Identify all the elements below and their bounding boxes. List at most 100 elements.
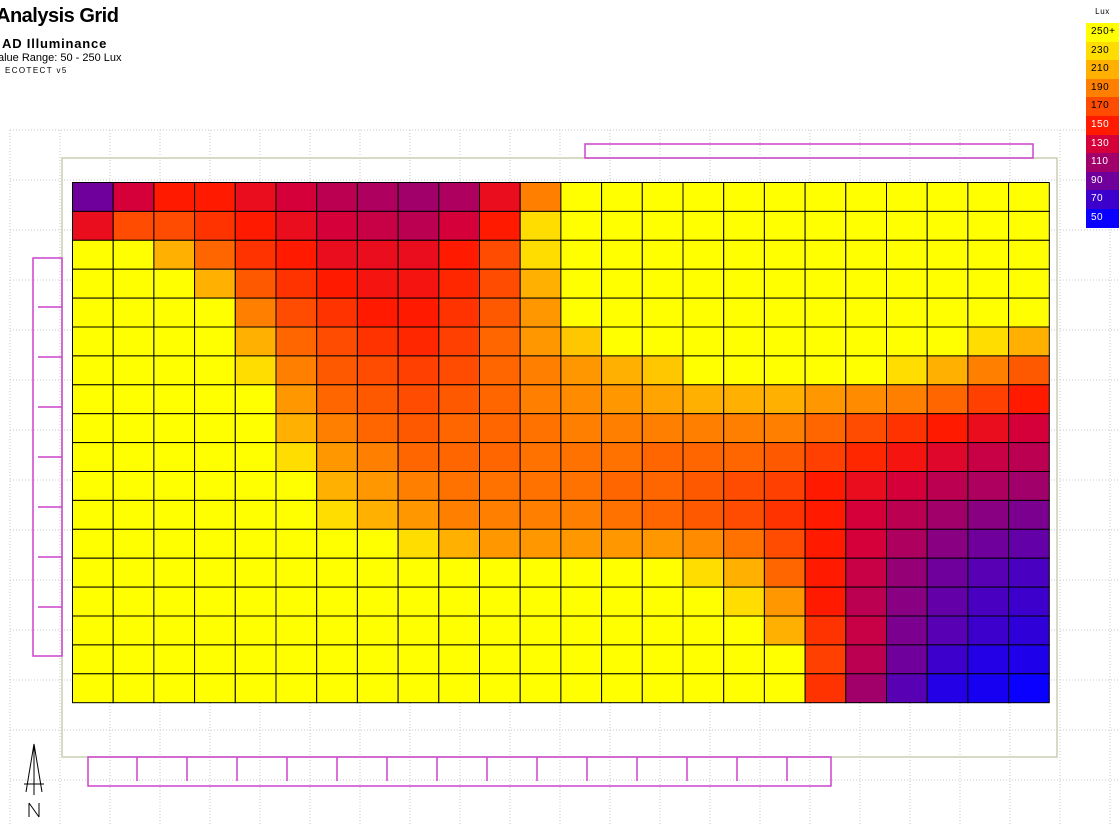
heatmap-cell <box>438 182 480 212</box>
heatmap-cell <box>153 615 196 646</box>
heatmap-cell <box>763 644 806 675</box>
heatmap-cell <box>1008 673 1050 704</box>
heatmap-cell <box>601 413 643 444</box>
heatmap-cell <box>763 355 806 386</box>
heatmap-cell <box>763 528 806 559</box>
heatmap-cell <box>479 644 521 675</box>
heatmap-cell <box>316 355 358 386</box>
heatmap-cell <box>72 586 114 617</box>
heatmap-cell <box>641 557 684 588</box>
heatmap-cell <box>519 384 562 415</box>
heatmap-cell <box>275 528 318 559</box>
heatmap-cell <box>519 615 562 646</box>
heatmap-cell <box>845 586 887 617</box>
heatmap-cell <box>560 239 603 270</box>
heatmap-cell <box>886 557 928 588</box>
heatmap-cell <box>275 326 318 357</box>
heatmap-cell <box>438 557 480 588</box>
heatmap-cell <box>153 268 196 299</box>
heatmap-cell <box>194 528 236 559</box>
heatmap-cell <box>234 586 277 617</box>
heatmap-cell <box>479 268 521 299</box>
heatmap-cell <box>316 182 358 212</box>
heatmap-cell <box>194 499 236 530</box>
window-top <box>584 143 1034 159</box>
heatmap-cell <box>112 586 155 617</box>
heatmap-cell <box>682 528 725 559</box>
heatmap-cell <box>682 413 725 444</box>
heatmap-cell <box>723 615 765 646</box>
heatmap-cell <box>112 413 155 444</box>
heatmap-cell <box>356 384 399 415</box>
heatmap-cell <box>845 297 887 328</box>
heatmap-cell <box>886 499 928 530</box>
heatmap-cell <box>397 239 440 270</box>
heatmap-cell <box>397 326 440 357</box>
heatmap-cell <box>886 326 928 357</box>
heatmap-cell <box>112 268 155 299</box>
heatmap-cell <box>275 384 318 415</box>
heatmap-cell <box>72 355 114 386</box>
heatmap-cell <box>397 182 440 212</box>
heatmap-cell <box>316 297 358 328</box>
window-bottom <box>87 756 832 787</box>
heatmap-cell <box>438 326 480 357</box>
heatmap-cell <box>1008 413 1050 444</box>
heatmap-cell <box>397 673 440 704</box>
heatmap-cell <box>926 384 969 415</box>
heatmap-cell <box>601 384 643 415</box>
heatmap-cell <box>234 615 277 646</box>
heatmap-cell <box>723 528 765 559</box>
heatmap-cell <box>316 442 358 473</box>
heatmap-cell <box>519 557 562 588</box>
heatmap-cell <box>275 586 318 617</box>
heatmap-cell <box>967 615 1010 646</box>
heatmap-cell <box>804 499 847 530</box>
heatmap-cell <box>1008 355 1050 386</box>
heatmap-cell <box>438 268 480 299</box>
heatmap-cell <box>967 528 1010 559</box>
heatmap-cell <box>438 644 480 675</box>
heatmap-cell <box>153 297 196 328</box>
legend-item: 70 <box>1086 190 1119 209</box>
heatmap-cell <box>275 442 318 473</box>
heatmap-cell <box>112 384 155 415</box>
heatmap-cell <box>356 210 399 241</box>
heatmap-cell <box>356 499 399 530</box>
heatmap-cell <box>967 182 1010 212</box>
heatmap-cell <box>112 673 155 704</box>
heatmap-cell <box>804 326 847 357</box>
heatmap-cell <box>886 644 928 675</box>
heatmap-cell <box>886 673 928 704</box>
heatmap-cell <box>763 384 806 415</box>
heatmap-cell <box>275 355 318 386</box>
heatmap-cell <box>519 413 562 444</box>
heatmap-cell <box>112 615 155 646</box>
heatmap-cell <box>641 355 684 386</box>
heatmap-cell <box>886 268 928 299</box>
heatmap-cell <box>560 615 603 646</box>
heatmap-cell <box>112 644 155 675</box>
heatmap-cell <box>194 384 236 415</box>
heatmap-cell <box>194 355 236 386</box>
heatmap-cell <box>72 644 114 675</box>
heatmap-cell <box>926 528 969 559</box>
heatmap-cell <box>641 239 684 270</box>
heatmap-cell <box>275 615 318 646</box>
heatmap-cell <box>682 499 725 530</box>
heatmap-cell <box>397 413 440 444</box>
heatmap-cell <box>967 384 1010 415</box>
heatmap-cell <box>641 297 684 328</box>
heatmap-cell <box>112 442 155 473</box>
heatmap-cell <box>356 586 399 617</box>
heatmap-cell <box>112 557 155 588</box>
heatmap-cell <box>397 499 440 530</box>
legend-title: Lux <box>1095 7 1110 16</box>
heatmap-cell <box>438 210 480 241</box>
heatmap-cell <box>194 673 236 704</box>
heatmap-cell <box>763 210 806 241</box>
heatmap-cell <box>804 528 847 559</box>
heatmap-cell <box>723 413 765 444</box>
heatmap-cell <box>601 586 643 617</box>
heatmap-cell <box>479 528 521 559</box>
